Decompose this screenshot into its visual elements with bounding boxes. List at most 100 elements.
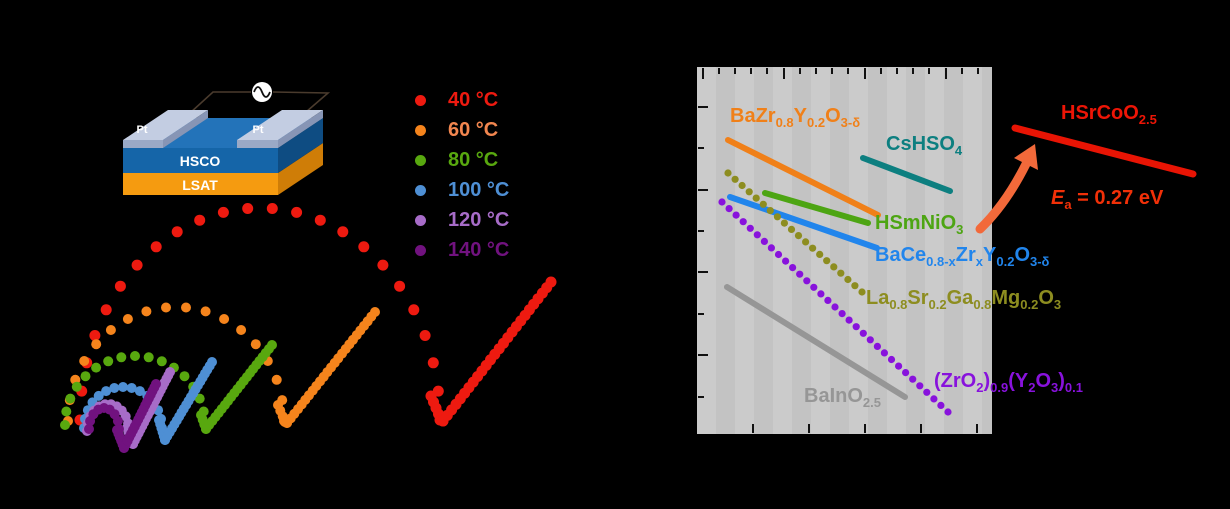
data-dot [766,207,774,215]
data-dot [291,206,303,218]
data-dot [887,355,896,364]
nyquist-series-40°C [74,203,557,427]
data-dot [824,296,832,304]
data-dot [60,420,70,430]
data-dot [394,280,406,292]
legend-item-60°C: 60 °C [410,115,509,145]
data-dot [93,390,104,401]
data-dot [930,395,938,403]
legend-marker-icon [415,154,426,166]
data-dot [745,188,753,196]
data-dot [725,205,733,213]
pt-left-side-face [163,110,208,148]
data-dot [873,342,882,350]
data-dot [830,263,838,271]
data-dot [109,383,120,393]
data-dot [789,264,797,272]
nyquist-series-60°C [63,302,380,428]
wire-right [272,91,331,113]
data-dot [858,288,866,296]
data-dot [759,200,767,208]
data-dot [171,226,183,238]
data-dot [143,352,154,363]
wire-left [189,91,251,114]
data-dot [802,238,810,246]
data-dot [194,214,206,226]
data-dot [916,382,924,390]
legend-marker-icon [415,214,426,226]
data-dot [831,303,839,311]
data-dot [179,371,190,382]
data-dot [895,362,903,370]
legend-label: 100 °C [448,178,510,201]
nyquist-series-80°C [60,340,277,434]
data-dot [724,169,732,177]
data-dot [165,367,175,377]
data-dot [739,218,747,226]
legend-label: 140 °C [448,238,510,261]
data-dot [738,181,746,190]
nyquist-data-points [60,203,557,453]
data-dot [809,244,817,252]
data-dot [370,307,380,317]
arrow-shaft [975,159,1031,234]
data-dot [151,379,161,389]
data-dot [116,352,127,363]
data-dot [80,371,91,382]
data-dot [126,383,137,393]
data-dot [61,406,72,417]
legend-marker-icon [415,94,426,106]
legend-item-40°C: 40 °C [410,85,509,115]
data-dot [236,325,247,335]
data-dot [89,330,101,341]
legend-marker-icon [415,184,426,196]
legend-item-80°C: 80 °C [410,145,509,175]
legend-marker-icon [415,124,426,136]
legend-label: 60 °C [448,118,499,141]
data-dot [845,316,853,324]
data-dot [909,375,917,383]
data-dot [134,386,145,397]
data-dot [337,226,349,238]
pt-right-label: Pt [253,124,264,136]
data-dot [810,283,818,291]
data-dot [408,304,420,316]
pt-left-top-face [123,110,208,140]
data-dot [150,241,162,253]
data-dot [816,250,824,258]
pt-right-top-face [237,110,323,140]
data-dot [923,388,931,396]
data-dot [746,224,754,232]
data-dot [880,349,889,357]
film-front-face [123,148,278,173]
line-HSmNiO3 [762,190,871,226]
film-label: HSCO [180,153,221,169]
data-dot [817,290,825,298]
arrhenius-lines [718,124,1197,416]
data-dot [838,310,846,318]
data-dot [219,314,230,324]
data-dot [753,231,761,239]
film-side-face [278,118,323,173]
data-dot [200,306,211,317]
data-dot [732,211,740,219]
substrate-side-face [278,143,323,195]
legend-label: 120 °C [448,208,510,231]
pt-left-front-face [123,140,163,148]
substrate-label: LSAT [182,177,218,193]
nyquist-series-100°C [79,357,217,445]
data-dot [217,206,229,218]
data-dot [823,257,831,265]
data-dot [114,280,126,292]
data-dot [242,203,254,214]
data-dot [118,382,128,392]
data-dot [752,194,760,202]
legend-item-100°C: 100 °C [410,175,509,205]
data-dot [207,357,217,367]
data-dot [760,237,769,245]
data-dot [250,339,261,350]
data-dot [782,257,790,265]
data-dot [837,269,845,277]
data-dot [718,198,726,206]
